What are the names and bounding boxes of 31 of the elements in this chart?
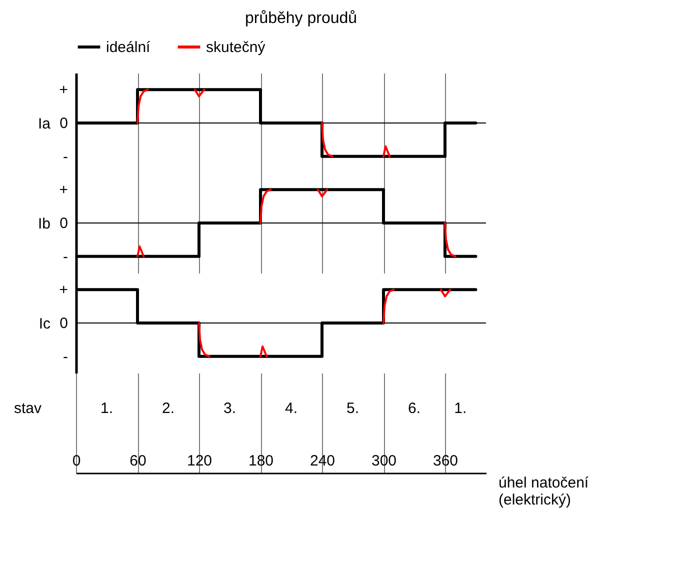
chart-title: průběhy proudů	[244, 10, 358, 27]
text: +	[59, 282, 68, 299]
text: 3.	[223, 400, 236, 417]
text: -	[63, 148, 68, 166]
y-axis-title: Ic	[38, 316, 51, 332]
text: 1.	[454, 400, 467, 417]
x-tick-label: 60	[130, 452, 146, 470]
text: stav	[14, 400, 42, 417]
text: 5.	[346, 400, 360, 417]
text: 4.	[284, 400, 298, 417]
x-tick-label: 300	[371, 452, 397, 470]
x-tick-label: 120	[186, 452, 212, 470]
text: -	[63, 248, 68, 266]
text: 0	[60, 115, 68, 132]
x-tick-label: 240	[310, 452, 336, 470]
legend-label: ideální	[106, 39, 152, 56]
x-tick-label: 180	[248, 452, 274, 470]
text: -	[63, 348, 68, 366]
x-axis-title: úhel natočení (elektrický)	[498, 474, 590, 508]
text: 6.	[408, 400, 421, 417]
text: 0	[60, 215, 68, 232]
legend-label: skutečný	[206, 39, 266, 56]
x-tick-label: 0	[72, 452, 81, 470]
text: 2.	[162, 400, 175, 417]
y-axis-title: Ib	[38, 216, 50, 232]
text: 0	[60, 315, 68, 332]
x-tick-label: 360	[432, 452, 458, 470]
text: +	[59, 82, 68, 99]
text: 1.	[100, 400, 114, 417]
text: +	[59, 182, 68, 199]
y-axis-title: Ia	[38, 116, 52, 132]
